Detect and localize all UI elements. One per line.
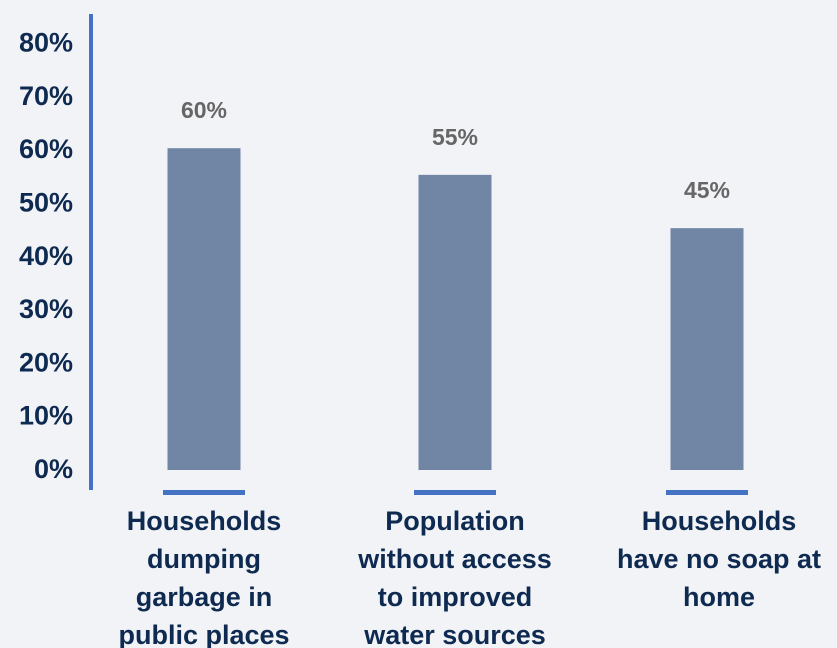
y-axis: 0% 10% 20% 30% 40% 50% 60% 70% 80% <box>19 14 93 490</box>
y-tick-label: 0% <box>34 454 73 484</box>
data-label: 45% <box>684 177 730 203</box>
y-tick-label: 10% <box>19 401 73 431</box>
y-tick-label: 80% <box>19 28 73 58</box>
y-tick-label: 60% <box>19 134 73 164</box>
y-tick-label: 70% <box>19 81 73 111</box>
data-label: 60% <box>181 97 227 123</box>
x-tick-label: Population without access to improved water… <box>357 506 552 648</box>
x-axis: Households dumping garbage in public places… <box>118 490 821 648</box>
x-tick-label: Households have no soap at home <box>617 506 821 612</box>
bar <box>418 174 492 470</box>
x-tick-mark <box>666 490 748 495</box>
bars <box>167 148 744 470</box>
x-tick-mark <box>163 490 245 495</box>
y-tick-label: 20% <box>19 347 73 377</box>
data-label: 55% <box>432 124 478 150</box>
bar <box>670 228 744 470</box>
data-labels: 60% 55% 45% <box>181 97 730 203</box>
y-tick-label: 50% <box>19 188 73 218</box>
y-tick-label: 40% <box>19 241 73 271</box>
x-tick-mark <box>414 490 496 495</box>
bar <box>167 148 241 470</box>
x-tick-label: Households dumping garbage in public places <box>118 506 289 648</box>
y-tick-label: 30% <box>19 294 73 324</box>
